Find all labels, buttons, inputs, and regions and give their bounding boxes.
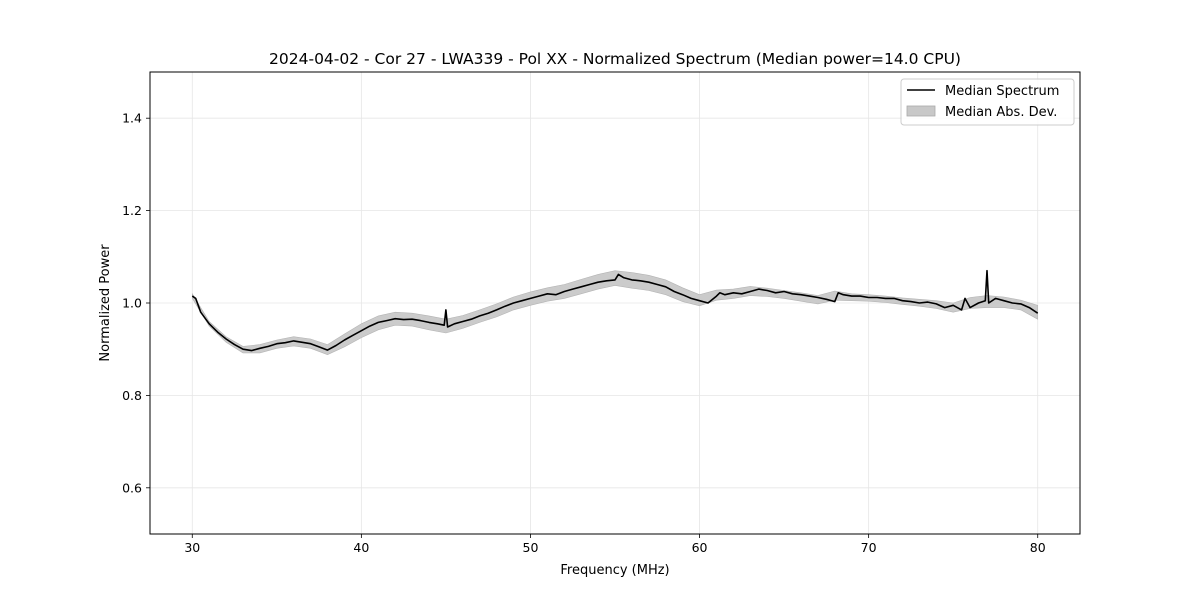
legend-entry-median-spectrum: Median Spectrum xyxy=(945,84,1059,99)
mad-band-layer xyxy=(192,270,1038,356)
median-spectrum-line xyxy=(191,269,1039,352)
x-tick-label: 30 xyxy=(184,540,200,555)
y-tick-label: 0.8 xyxy=(122,388,142,403)
legend-band-swatch xyxy=(906,105,936,117)
x-tick-label: 80 xyxy=(1030,540,1046,555)
median-line-layer xyxy=(191,269,1039,352)
y-tick-label: 1.4 xyxy=(122,111,142,126)
y-axis-ticks: 0.6 0.8 1.0 1.2 1.4 xyxy=(122,111,150,495)
y-tick-label: 1.2 xyxy=(122,203,142,218)
mad-band-area xyxy=(192,270,1038,356)
legend-box xyxy=(900,78,1075,126)
x-tick-label: 40 xyxy=(353,540,369,555)
y-tick-label: 1.0 xyxy=(122,296,142,311)
chart-title: 2024-04-02 - Cor 27 - LWA339 - Pol XX - … xyxy=(269,50,961,68)
x-tick-label: 60 xyxy=(692,540,708,555)
legend-entry-median-abs-dev: Median Abs. Dev. xyxy=(945,105,1057,120)
x-axis-ticks: 30 40 50 60 70 80 xyxy=(184,534,1046,555)
legend: Median Spectrum Median Abs. Dev. xyxy=(900,78,1075,126)
x-tick-label: 50 xyxy=(523,540,539,555)
x-tick-label: 70 xyxy=(861,540,877,555)
x-axis-label: Frequency (MHz) xyxy=(560,563,669,578)
y-tick-label: 0.6 xyxy=(122,480,142,495)
y-axis-label: Normalized Power xyxy=(98,244,113,362)
